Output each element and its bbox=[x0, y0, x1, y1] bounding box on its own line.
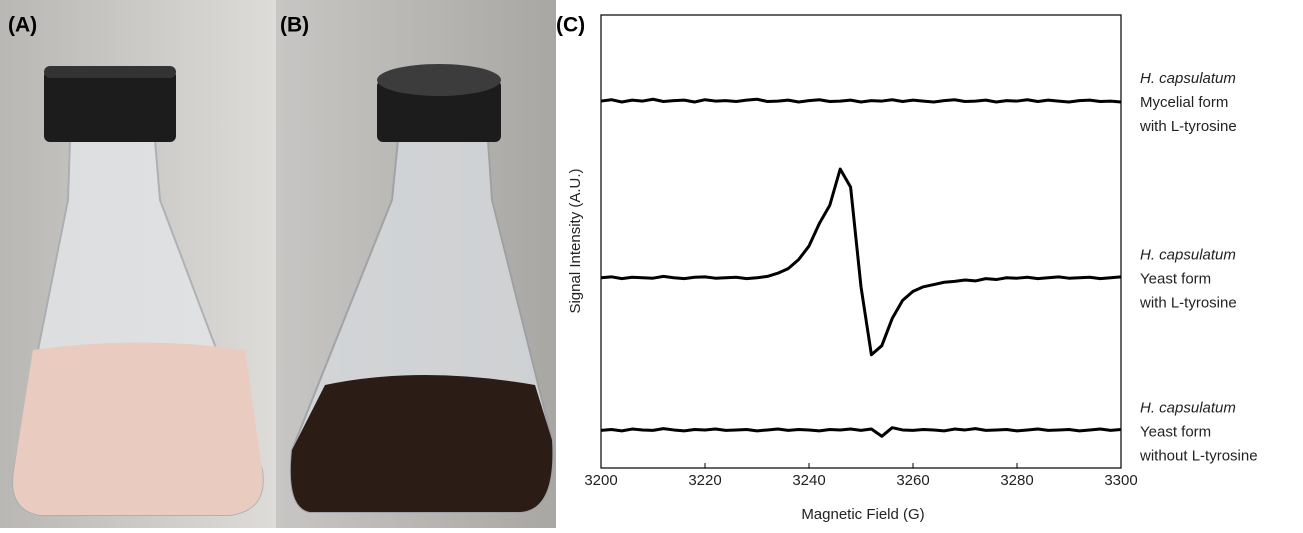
legend-name: H. capsulatum bbox=[1140, 247, 1236, 264]
x-tick-label: 3220 bbox=[688, 472, 721, 489]
panel-label: (B) bbox=[280, 14, 309, 37]
epr-trace bbox=[600, 97, 1122, 104]
x-tick-label: 3300 bbox=[1104, 472, 1137, 489]
x-tick-label: 3240 bbox=[792, 472, 825, 489]
legend-name: H. capsulatum bbox=[1140, 399, 1236, 416]
x-tick-label: 3280 bbox=[1000, 472, 1033, 489]
legend-description: without L-tyrosine bbox=[1139, 447, 1258, 464]
legend-description: with L-tyrosine bbox=[1139, 118, 1237, 135]
epr-trace bbox=[600, 167, 1122, 357]
x-axis-label: Magnetic Field (G) bbox=[801, 506, 924, 523]
legend-description: Mycelial form bbox=[1140, 94, 1228, 111]
plot-frame bbox=[600, 14, 1122, 469]
photo-b bbox=[276, 0, 556, 528]
legend-description: Yeast form bbox=[1140, 271, 1211, 288]
x-tick-label: 3200 bbox=[584, 472, 617, 489]
legend-description: Yeast form bbox=[1140, 423, 1211, 440]
legend-description: with L-tyrosine bbox=[1139, 295, 1237, 312]
epr-trace bbox=[600, 426, 1122, 438]
y-axis-label: Signal Intensity (A.U.) bbox=[567, 168, 584, 313]
photo-a bbox=[0, 0, 276, 528]
x-tick-label: 3260 bbox=[896, 472, 929, 489]
panel-label: (C) bbox=[556, 14, 585, 37]
panel-label: (A) bbox=[8, 14, 37, 37]
epr-chart: Magnetic Field (G) Signal Intensity (A.U… bbox=[567, 14, 1122, 523]
legend-name: H. capsulatum bbox=[1140, 70, 1236, 87]
